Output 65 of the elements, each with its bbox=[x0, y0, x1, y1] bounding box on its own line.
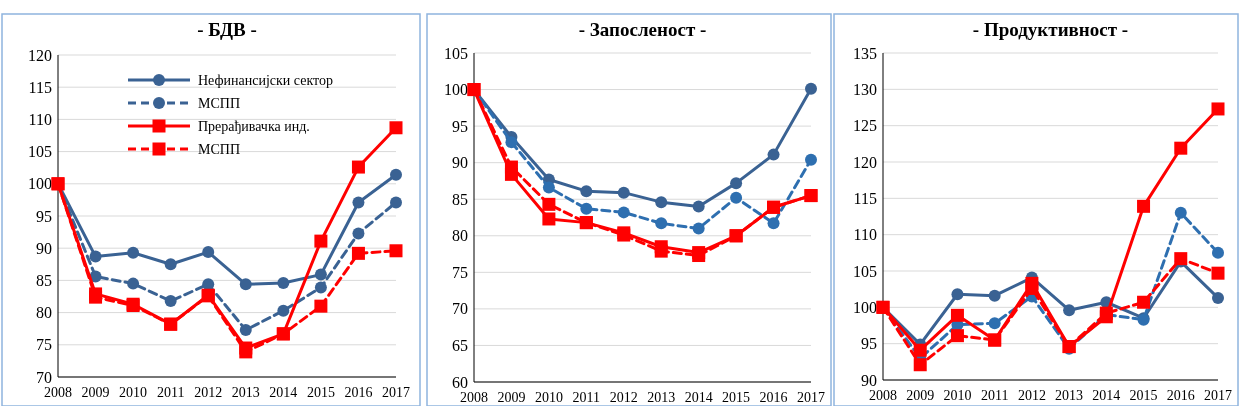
x-tick-label: 2017 bbox=[1204, 388, 1232, 403]
x-tick-label: 2014 bbox=[1092, 388, 1121, 403]
legend-label: Нефинансијски сектор bbox=[198, 72, 334, 88]
legend-label: МСПП bbox=[198, 141, 241, 157]
legend-label: Прерађивачка инд. bbox=[198, 118, 310, 134]
x-tick-label: 2010 bbox=[534, 390, 563, 405]
x-tick-label: 2013 bbox=[231, 385, 260, 400]
y-tick-label: 90 bbox=[452, 154, 468, 172]
x-tick-label: 2015 bbox=[1129, 388, 1158, 403]
x-tick-label: 2010 bbox=[943, 388, 972, 403]
y-tick-label: 85 bbox=[452, 190, 468, 208]
y-tick-label: 80 bbox=[452, 227, 468, 245]
x-tick-label: 2012 bbox=[194, 385, 223, 400]
y-tick-label: 130 bbox=[853, 80, 877, 98]
x-tick-label: 2010 bbox=[119, 385, 148, 400]
y-tick-label: 120 bbox=[28, 46, 52, 64]
y-tick-label: 105 bbox=[853, 262, 877, 280]
x-tick-label: 2011 bbox=[156, 385, 185, 400]
y-tick-label: 110 bbox=[28, 111, 52, 128]
x-tick-label: 2015 bbox=[306, 385, 335, 400]
x-tick-label: 2008 bbox=[44, 385, 72, 400]
x-tick-label: 2008 bbox=[460, 390, 488, 405]
legend-label: МСПП bbox=[198, 95, 241, 111]
x-tick-label: 2016 bbox=[1166, 388, 1195, 403]
x-tick-label: 2009 bbox=[906, 388, 935, 403]
y-tick-label: 90 bbox=[861, 371, 877, 389]
y-tick-label: 70 bbox=[452, 300, 468, 318]
x-tick-label: 2016 bbox=[344, 385, 373, 400]
x-tick-label: 2009 bbox=[497, 390, 526, 405]
chart-title: - Продуктивност - bbox=[972, 19, 1129, 40]
y-tick-label: 95 bbox=[861, 335, 877, 353]
y-tick-label: 115 bbox=[853, 189, 877, 207]
x-tick-label: 2013 bbox=[1055, 388, 1084, 403]
y-tick-label: 80 bbox=[36, 304, 52, 322]
y-tick-label: 60 bbox=[452, 373, 468, 391]
x-tick-label: 2015 bbox=[722, 390, 751, 405]
x-tick-label: 2011 bbox=[980, 388, 1009, 403]
y-tick-label: 105 bbox=[28, 143, 52, 161]
y-tick-label: 95 bbox=[452, 117, 468, 135]
y-tick-label: 75 bbox=[452, 263, 468, 281]
y-tick-label: 135 bbox=[853, 44, 877, 62]
chart-title: - БДВ - bbox=[197, 19, 257, 40]
x-tick-label: 2012 bbox=[1017, 388, 1046, 403]
y-tick-label: 85 bbox=[36, 272, 52, 289]
y-tick-label: 125 bbox=[853, 117, 877, 135]
x-tick-label: 2009 bbox=[81, 385, 110, 400]
x-tick-label: 2014 bbox=[684, 390, 713, 405]
x-tick-label: 2017 bbox=[797, 390, 825, 405]
y-tick-label: 105 bbox=[444, 44, 468, 62]
y-tick-label: 110 bbox=[853, 226, 877, 244]
y-tick-label: 65 bbox=[452, 337, 468, 355]
y-tick-label: 90 bbox=[36, 239, 52, 257]
y-tick-label: 75 bbox=[36, 336, 52, 354]
y-tick-label: 120 bbox=[853, 153, 877, 171]
chart-title: - Запосленост - bbox=[578, 19, 707, 40]
x-tick-label: 2008 bbox=[869, 388, 897, 403]
y-tick-label: 70 bbox=[36, 368, 52, 386]
x-tick-label: 2017 bbox=[382, 385, 410, 400]
x-tick-label: 2011 bbox=[572, 390, 601, 405]
x-tick-label: 2012 bbox=[609, 390, 638, 405]
y-tick-label: 95 bbox=[36, 207, 52, 225]
x-tick-label: 2013 bbox=[647, 390, 676, 405]
y-tick-label: 115 bbox=[28, 78, 52, 96]
x-tick-label: 2016 bbox=[759, 390, 788, 405]
x-tick-label: 2014 bbox=[269, 385, 298, 400]
